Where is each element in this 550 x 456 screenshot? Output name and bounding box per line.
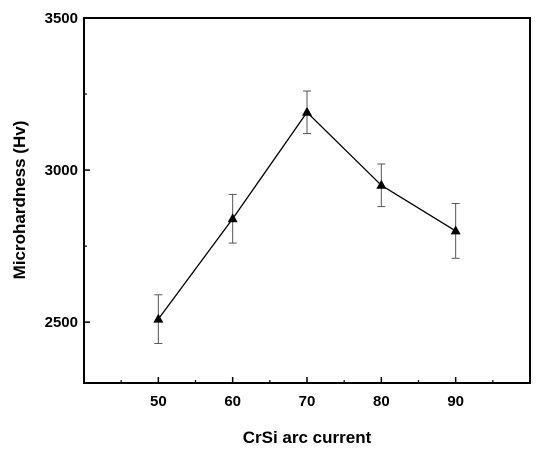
- series-line: [157, 111, 457, 320]
- x-tick-label: 70: [299, 393, 316, 410]
- y-tick-label: 3500: [45, 10, 78, 27]
- x-tick-label: 50: [150, 393, 167, 410]
- plot-frame: [83, 17, 531, 384]
- x-tick-label: 60: [224, 393, 241, 410]
- axes: 50 60 70 80 90 2500 3000 3500: [45, 10, 494, 410]
- y-axis-title: Microhardness (Hv): [10, 121, 29, 280]
- x-axis-title: CrSi arc current: [243, 428, 372, 447]
- x-tick-label: 80: [373, 393, 390, 410]
- data-markers: [153, 106, 461, 323]
- data-point-marker: [450, 225, 461, 235]
- data-point-marker: [227, 213, 238, 223]
- y-tick-label: 3000: [45, 162, 78, 179]
- error-bars: [154, 90, 460, 344]
- x-tick-label: 90: [447, 393, 464, 410]
- y-tick-label: 2500: [45, 314, 78, 331]
- data-point-marker: [376, 179, 387, 189]
- data-point-marker: [302, 106, 312, 116]
- data-point-marker: [153, 313, 164, 323]
